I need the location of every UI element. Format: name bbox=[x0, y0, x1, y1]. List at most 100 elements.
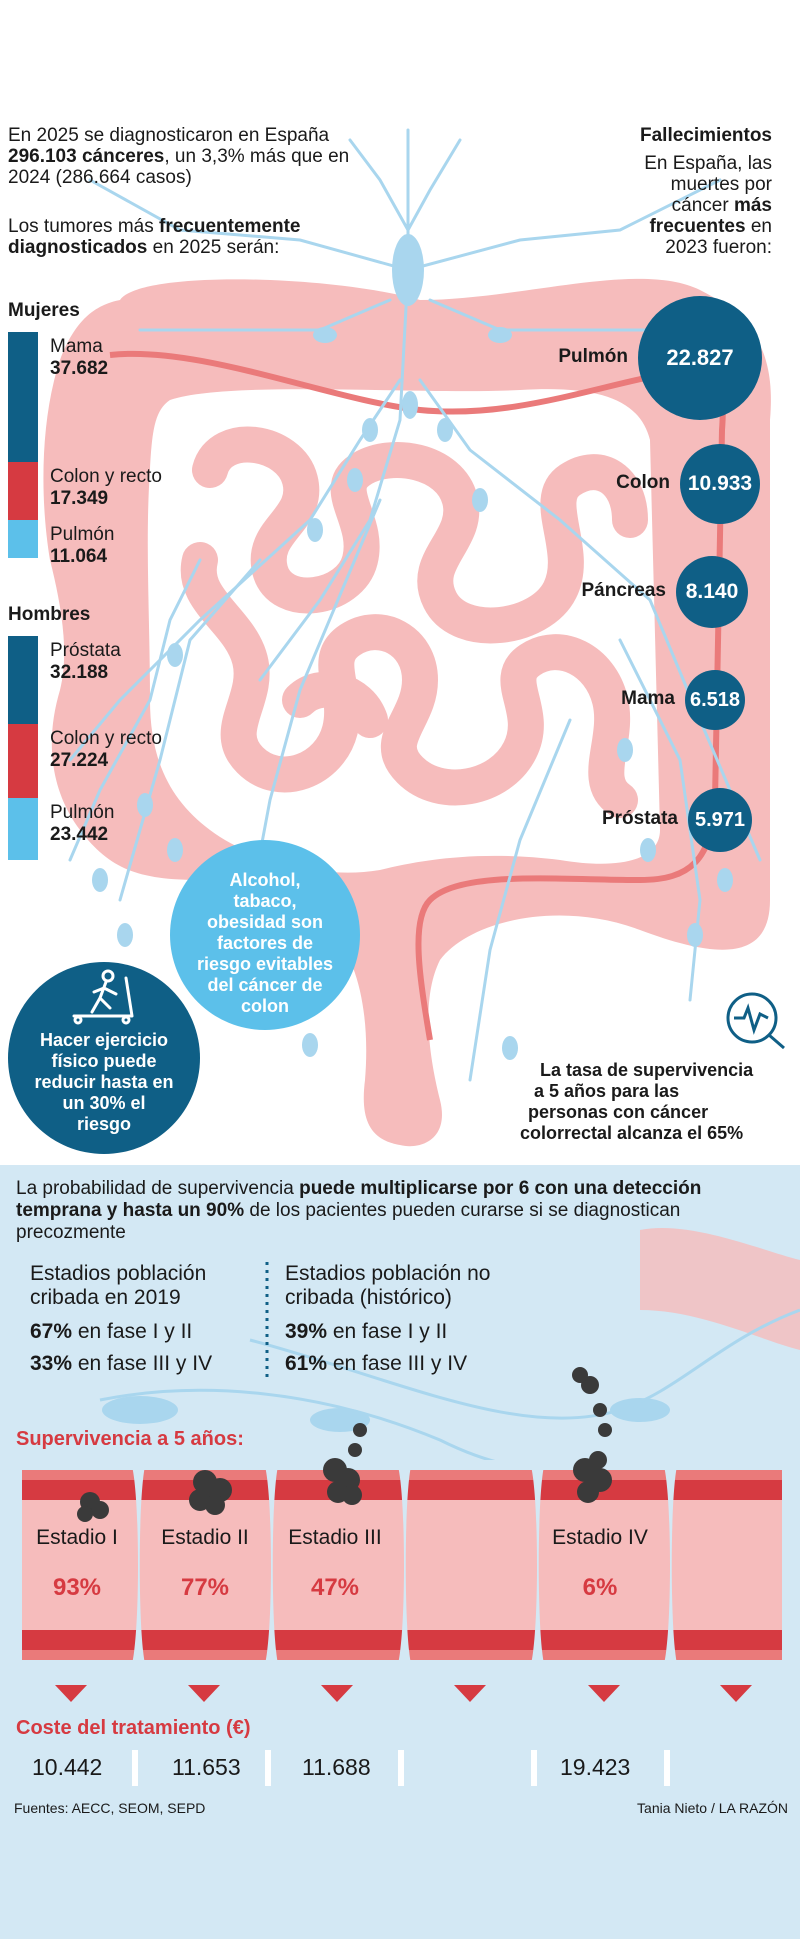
risk-line: Alcohol, bbox=[229, 870, 301, 890]
tumors-text-a: Los tumores más bbox=[8, 216, 159, 237]
unscreened-a-pct: 39% bbox=[285, 1320, 328, 1343]
exercise-text: Hacer ejercicio físico puede reducir hasta… bbox=[8, 1030, 200, 1135]
screened-a-txt: en fase I y II bbox=[72, 1320, 193, 1343]
exercise-line: reducir hasta en bbox=[34, 1072, 174, 1092]
tumors-intro: Los tumores más frecuentemente diagnosti… bbox=[8, 216, 368, 258]
risk-line: del cáncer de bbox=[207, 975, 323, 995]
total-cancers: 296.103 cánceres bbox=[8, 146, 165, 167]
screened-b-pct: 33% bbox=[30, 1352, 73, 1375]
death-name: Próstata bbox=[601, 808, 678, 829]
intro-line-2-rest: , un 3,3% más que en bbox=[164, 146, 350, 167]
bar-segment bbox=[8, 332, 38, 462]
treadmill-icon bbox=[72, 969, 134, 1025]
risk-factors-text: Alcohol, tabaco, obesidad son factores de ri… bbox=[170, 870, 360, 1017]
risk-line: tabaco, bbox=[233, 891, 297, 911]
unscreened-title-2: cribada (histórico) bbox=[285, 1286, 452, 1309]
bar-segment bbox=[8, 636, 38, 724]
survival-note-line: colorrectal alcanza el 65% bbox=[520, 1123, 744, 1143]
stage-name: Estadio IV bbox=[552, 1526, 648, 1549]
screened-block: Estadios población cribada en 2019 67% e… bbox=[30, 1262, 212, 1376]
panel-intro-b: puede multiplicarse por 6 con una bbox=[299, 1178, 608, 1199]
bar-segment bbox=[8, 724, 38, 798]
stage-name: Estadio II bbox=[161, 1526, 249, 1549]
cost-value: 11.653 bbox=[172, 1754, 241, 1780]
death-name: Pulmón bbox=[558, 346, 628, 367]
unscreened-title-1: Estadios población no bbox=[285, 1262, 491, 1285]
bar-label: Próstata bbox=[50, 640, 121, 661]
death-name: Mama bbox=[621, 688, 675, 709]
cost-value: 11.688 bbox=[302, 1754, 371, 1780]
tumors-text-d: en 2025 serán: bbox=[147, 237, 280, 258]
cost-title: Coste del tratamiento (€) bbox=[16, 1717, 251, 1739]
panel-intestine-bg bbox=[640, 1227, 800, 1350]
tumors-text-b: frecuentemente bbox=[159, 216, 301, 237]
risk-line: obesidad son bbox=[206, 912, 323, 932]
risk-line: factores de bbox=[216, 933, 314, 953]
death-bubble: 10.933 bbox=[680, 444, 760, 524]
survival-note-line: a 5 años para las bbox=[534, 1081, 680, 1101]
bar-value: 32.188 bbox=[50, 662, 109, 683]
stage-pct: 47% bbox=[310, 1574, 360, 1601]
exercise-line: físico puede bbox=[51, 1051, 157, 1071]
deaths-title: Fallecimientos bbox=[640, 125, 772, 146]
intro-text: En 2025 se diagnosticaron en España 296.… bbox=[8, 125, 388, 188]
bar-label: Mama bbox=[50, 336, 103, 357]
bar-segment bbox=[8, 462, 38, 520]
exercise-circle bbox=[8, 962, 200, 1154]
stage-pct: 6% bbox=[582, 1574, 618, 1601]
men-title: Hombres bbox=[8, 604, 91, 625]
risk-line: riesgo evitables bbox=[196, 954, 334, 974]
women-title: Mujeres bbox=[8, 300, 80, 321]
survival-note: La tasa de supervivencia a 5 años para la… bbox=[520, 1060, 790, 1144]
exercise-line: Hacer ejercicio bbox=[39, 1030, 169, 1050]
deaths-line-5: 2023 fueron: bbox=[665, 237, 772, 258]
deaths-line-3b: más bbox=[733, 195, 772, 216]
unscreened-block: Estadios población no cribada (histórico… bbox=[285, 1262, 490, 1376]
survival-title: Supervivencia a 5 años: bbox=[16, 1428, 244, 1450]
colon-band bbox=[22, 1460, 782, 1702]
stage-name: Estadio I bbox=[36, 1526, 118, 1549]
deaths-line-1: En España, las bbox=[644, 153, 772, 174]
panel-intro: La probabilidad de supervivencia puede m… bbox=[16, 1178, 786, 1244]
death-bubble: 5.971 bbox=[688, 788, 752, 852]
deaths-line-3a: cáncer bbox=[671, 195, 734, 216]
stage-name: Estadio III bbox=[288, 1526, 382, 1549]
death-bubble: 8.140 bbox=[676, 556, 748, 628]
cost-value: 19.423 bbox=[560, 1754, 631, 1780]
unscreened-b-pct: 61% bbox=[285, 1352, 328, 1375]
deaths-header: Fallecimientos En España, las muertes po… bbox=[640, 125, 772, 258]
panel-intro-a: La probabilidad de supervivencia bbox=[16, 1178, 300, 1199]
bar-segment bbox=[8, 520, 38, 558]
deaths-line-2: muertes por bbox=[670, 174, 772, 195]
bar-label: Colon y recto bbox=[50, 466, 162, 487]
bar-value: 37.682 bbox=[50, 358, 109, 379]
screened-a-pct: 67% bbox=[30, 1320, 73, 1343]
bar-segment bbox=[8, 798, 38, 860]
exercise-line: riesgo bbox=[76, 1114, 132, 1134]
cost-value: 10.442 bbox=[32, 1754, 103, 1780]
sources: Fuentes: AECC, SEOM, SEPD bbox=[14, 1800, 206, 1816]
magnifier-heartbeat-icon bbox=[726, 992, 785, 1050]
screened-title-2: cribada en 2019 bbox=[30, 1286, 181, 1309]
survival-note-line: La tasa de supervivencia bbox=[540, 1060, 754, 1080]
tumors-text-c: diagnosticados bbox=[8, 237, 148, 258]
bar-value: 27.224 bbox=[50, 750, 109, 771]
credit: Tania Nieto / LA RAZÓN bbox=[637, 1800, 788, 1816]
death-name: Colon bbox=[616, 472, 670, 493]
stage-pct: 93% bbox=[52, 1574, 102, 1601]
bar-value: 11.064 bbox=[50, 546, 108, 567]
unscreened-a-txt: en fase I y II bbox=[327, 1320, 448, 1343]
screened-title-1: Estadios población bbox=[30, 1262, 207, 1285]
bar-label: Colon y recto bbox=[50, 728, 162, 749]
risk-line: colon bbox=[241, 996, 289, 1016]
death-bubble: 22.827 bbox=[638, 296, 762, 420]
bar-value: 17.349 bbox=[50, 488, 109, 509]
deaths-line-4b: frecuentes bbox=[649, 216, 746, 237]
survival-note-line: personas con cáncer bbox=[528, 1102, 709, 1122]
screened-b-txt: en fase III y IV bbox=[72, 1352, 213, 1375]
risk-factors-circle bbox=[170, 840, 360, 1030]
stage-pct: 77% bbox=[180, 1574, 230, 1601]
panel-intro-e: diagnostican precozmente bbox=[16, 1200, 681, 1243]
death-bubble: 6.518 bbox=[685, 670, 745, 730]
